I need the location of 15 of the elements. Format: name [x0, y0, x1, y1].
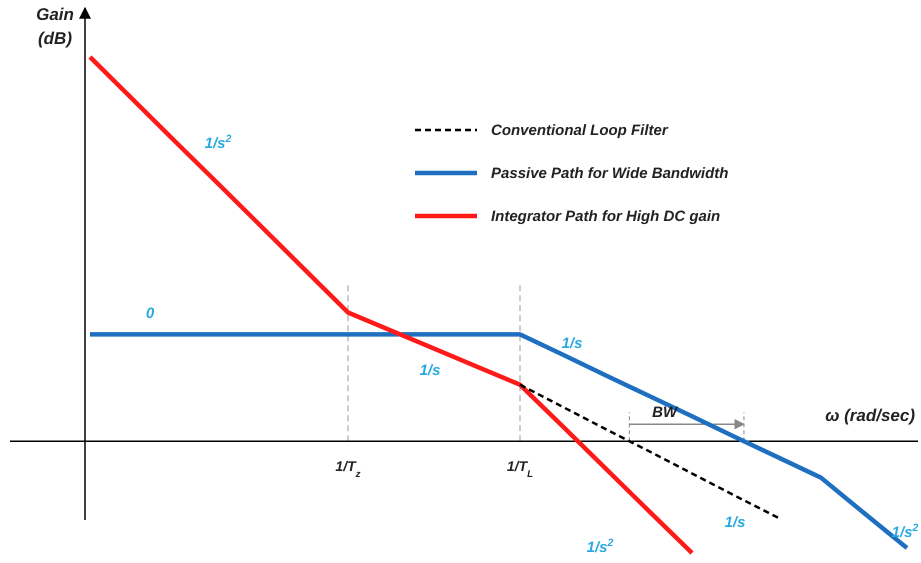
annotation: 0 [146, 305, 155, 322]
annotation: 1/s [724, 514, 746, 531]
annotation: 1/s [420, 362, 440, 379]
annotation: 1/s$^{2}$ [204, 133, 232, 152]
x-tick-label: 1/T$_{L}$ [506, 458, 534, 480]
annotation: 1/s$^{2}$ [586, 537, 614, 556]
legend-label: Conventional Loop Filter [491, 122, 669, 139]
annotation: 1/s [562, 335, 582, 352]
legend-label: Passive Path for Wide Bandwidth [491, 165, 728, 182]
annotation: 1/s$^{2}$ [892, 522, 919, 541]
x-tick-label: 1/T$_{z}$ [335, 458, 361, 480]
annotation: BW [652, 404, 679, 422]
legend-label: Integrator Path for High DC gain [491, 208, 720, 225]
y-axis-title: Gain (dB) [36, 5, 74, 48]
x-axis-title: ω (rad/sec) [825, 406, 916, 426]
